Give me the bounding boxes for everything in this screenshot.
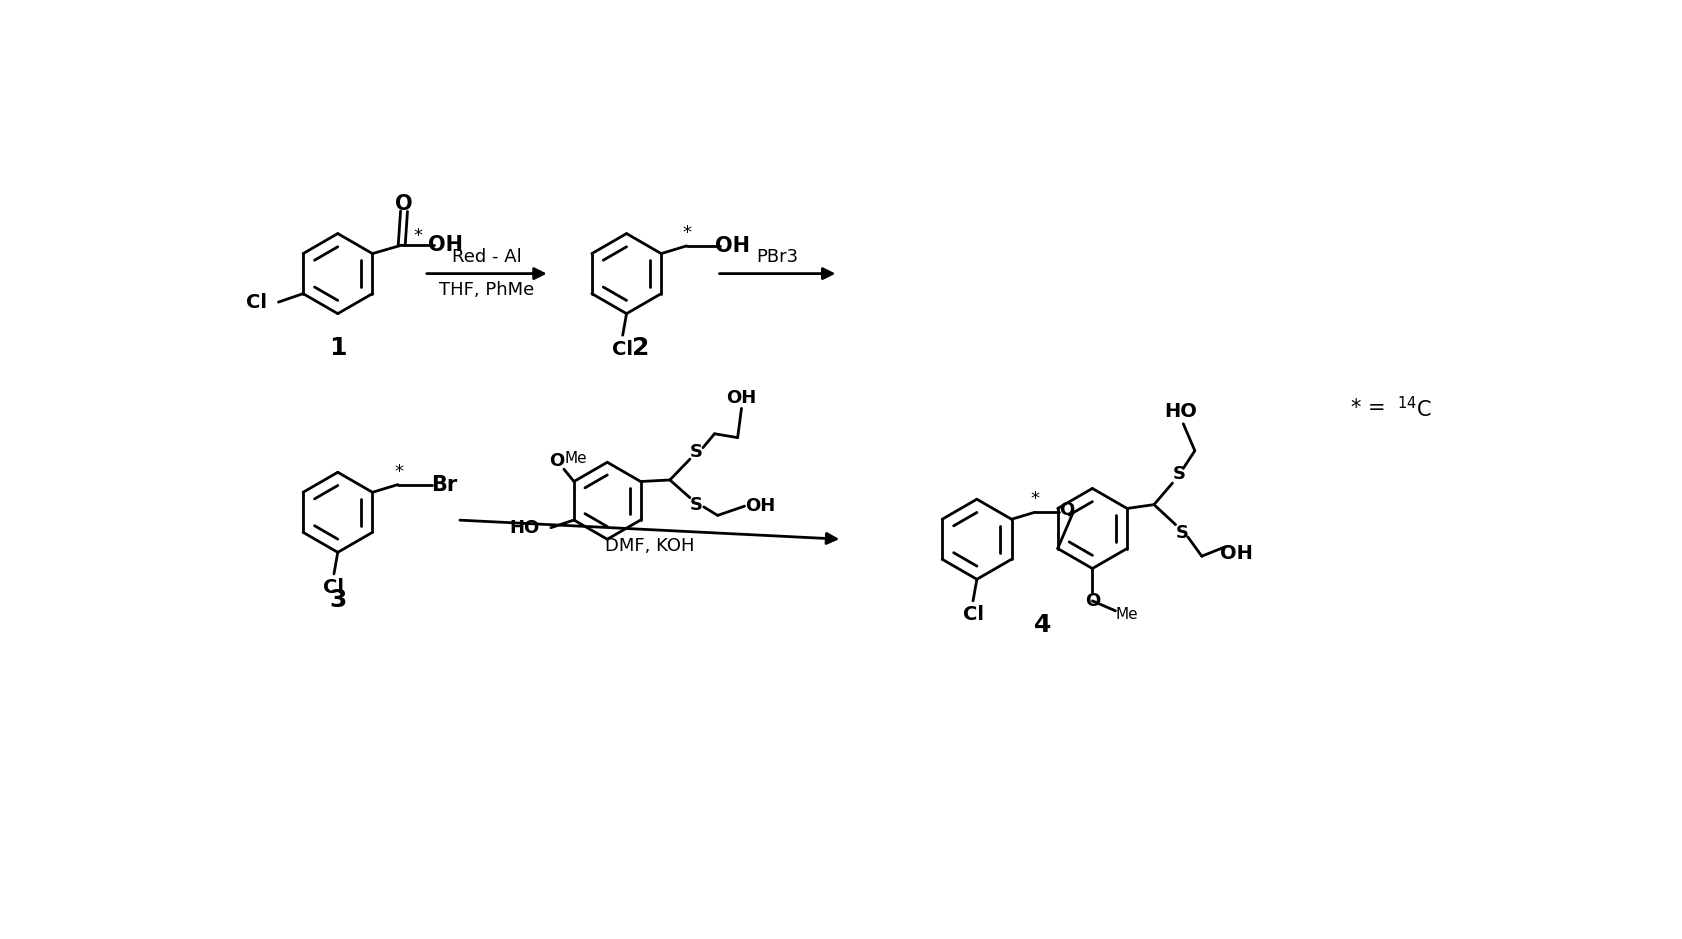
Text: OH: OH [1219,544,1251,562]
Text: S: S [1172,465,1186,483]
Text: 1: 1 [330,336,346,361]
Text: Me: Me [563,451,587,466]
Text: THF, PhMe: THF, PhMe [439,281,535,299]
Text: 4: 4 [1033,613,1050,638]
Text: $^{14}$C: $^{14}$C [1396,395,1430,421]
Text: 3: 3 [330,588,346,612]
Text: *: * [394,463,404,481]
Text: Br: Br [431,474,458,495]
Text: Red - Al: Red - Al [452,249,521,267]
Text: *: * [414,227,422,245]
Text: OH: OH [427,235,463,255]
Text: O: O [548,453,563,470]
Text: Cl: Cl [246,293,267,312]
Text: OH: OH [745,497,775,516]
Text: O: O [395,193,412,213]
Text: PBr3: PBr3 [755,249,797,267]
Text: O: O [1058,501,1075,519]
Text: OH: OH [715,236,750,256]
Text: HO: HO [1162,402,1196,421]
Text: S: S [690,443,701,461]
Text: S: S [1176,524,1187,542]
Text: Cl: Cl [962,606,982,624]
Text: * =: * = [1351,398,1393,419]
Text: DMF, KOH: DMF, KOH [604,537,695,555]
Text: *: * [1031,490,1039,508]
Text: Cl: Cl [612,340,632,359]
Text: S: S [690,496,701,514]
Text: O: O [1085,592,1100,609]
Text: HO: HO [510,518,540,537]
Text: Me: Me [1115,608,1137,623]
Text: 2: 2 [631,336,649,361]
Text: *: * [683,223,691,242]
Text: Cl: Cl [323,578,345,597]
Text: OH: OH [727,389,757,407]
